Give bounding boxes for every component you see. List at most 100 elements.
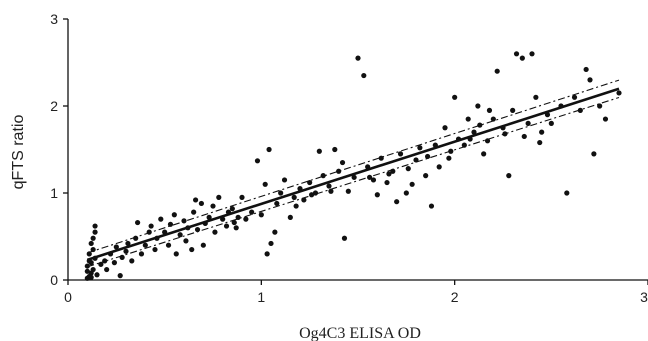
- data-point: [328, 188, 334, 194]
- x-tick-label: 2: [451, 289, 459, 305]
- data-point: [92, 229, 98, 235]
- data-point: [210, 203, 216, 209]
- data-point: [471, 129, 477, 135]
- data-point: [345, 188, 351, 194]
- data-point: [351, 174, 357, 180]
- data-point: [336, 168, 342, 174]
- data-point: [216, 194, 222, 200]
- data-point: [129, 258, 135, 264]
- data-point: [262, 181, 268, 187]
- data-point: [88, 240, 94, 247]
- data-point: [397, 151, 404, 157]
- data-point: [138, 251, 145, 257]
- x-tick-label: 0: [64, 289, 72, 305]
- data-point: [90, 235, 96, 241]
- data-point: [171, 212, 177, 218]
- data-point: [341, 235, 348, 241]
- data-point: [291, 194, 297, 200]
- data-point: [339, 159, 346, 166]
- data-point: [428, 203, 435, 209]
- data-point: [84, 268, 90, 274]
- x-tick-label: 1: [257, 289, 265, 305]
- data-point: [135, 219, 141, 226]
- data-point: [274, 200, 280, 207]
- data-point: [602, 116, 609, 122]
- data-point: [239, 194, 245, 200]
- data-point: [510, 107, 516, 113]
- data-point: [200, 242, 206, 248]
- x-ticks: 0 1 2 3: [64, 280, 648, 305]
- data-point: [254, 158, 261, 164]
- data-point: [264, 251, 270, 257]
- data-point: [235, 214, 241, 220]
- data-point: [243, 216, 249, 222]
- data-point: [571, 94, 578, 100]
- data-point: [529, 51, 535, 57]
- data-point: [88, 274, 94, 280]
- data-point: [525, 120, 531, 126]
- data-point: [405, 166, 411, 172]
- data-point: [591, 151, 597, 157]
- data-point: [189, 246, 195, 253]
- regression-line: [86, 87, 620, 262]
- data-point: [266, 146, 272, 153]
- data-point: [104, 266, 110, 273]
- data-point: [206, 214, 212, 220]
- data-point: [272, 229, 278, 235]
- data-point: [287, 214, 293, 220]
- data-point: [513, 51, 520, 57]
- data-point: [436, 164, 442, 170]
- data-point: [142, 242, 148, 248]
- data-point: [452, 94, 458, 100]
- data-point: [417, 145, 423, 151]
- data-point: [229, 206, 235, 212]
- y-tick-label: 2: [50, 98, 58, 114]
- data-point: [326, 183, 332, 189]
- data-point: [148, 223, 154, 229]
- data-point: [409, 181, 415, 187]
- data-point: [521, 133, 527, 140]
- data-point: [278, 190, 284, 196]
- data-point: [181, 218, 187, 224]
- data-point: [84, 263, 90, 269]
- data-point: [249, 209, 255, 215]
- data-point: [117, 273, 123, 279]
- data-point: [212, 229, 218, 235]
- data-point: [231, 219, 237, 226]
- y-axis-label: qFTS ratio: [10, 115, 27, 190]
- data-point: [92, 223, 98, 229]
- data-point: [281, 177, 288, 183]
- data-point: [316, 148, 322, 154]
- data-point: [548, 120, 554, 126]
- data-point: [564, 190, 570, 196]
- y-tick-label: 0: [50, 272, 58, 288]
- x-tick-label: 3: [640, 289, 648, 305]
- data-point: [486, 107, 493, 113]
- y-tick-label: 3: [50, 11, 58, 27]
- data-point: [94, 272, 100, 278]
- data-point: [597, 103, 603, 109]
- data-point: [394, 199, 400, 205]
- data-point: [90, 266, 96, 273]
- data-point: [111, 260, 117, 266]
- data-point: [258, 212, 264, 218]
- data-point: [223, 223, 230, 229]
- data-point: [481, 151, 487, 157]
- data-point: [361, 72, 367, 79]
- x-axis-label: Og4C3 ELISA OD: [299, 325, 421, 341]
- data-point: [386, 171, 392, 177]
- data-point: [384, 179, 390, 186]
- data-point: [193, 197, 199, 203]
- data-point: [475, 103, 481, 109]
- data-point: [577, 107, 583, 113]
- data-point: [309, 192, 315, 198]
- data-point: [355, 55, 361, 61]
- data-point: [165, 242, 172, 248]
- data-point: [158, 216, 164, 222]
- data-point: [519, 55, 525, 61]
- lower-confidence-line: [87, 96, 620, 268]
- data-point: [583, 66, 589, 73]
- data-point: [198, 200, 204, 207]
- data-point: [537, 139, 543, 146]
